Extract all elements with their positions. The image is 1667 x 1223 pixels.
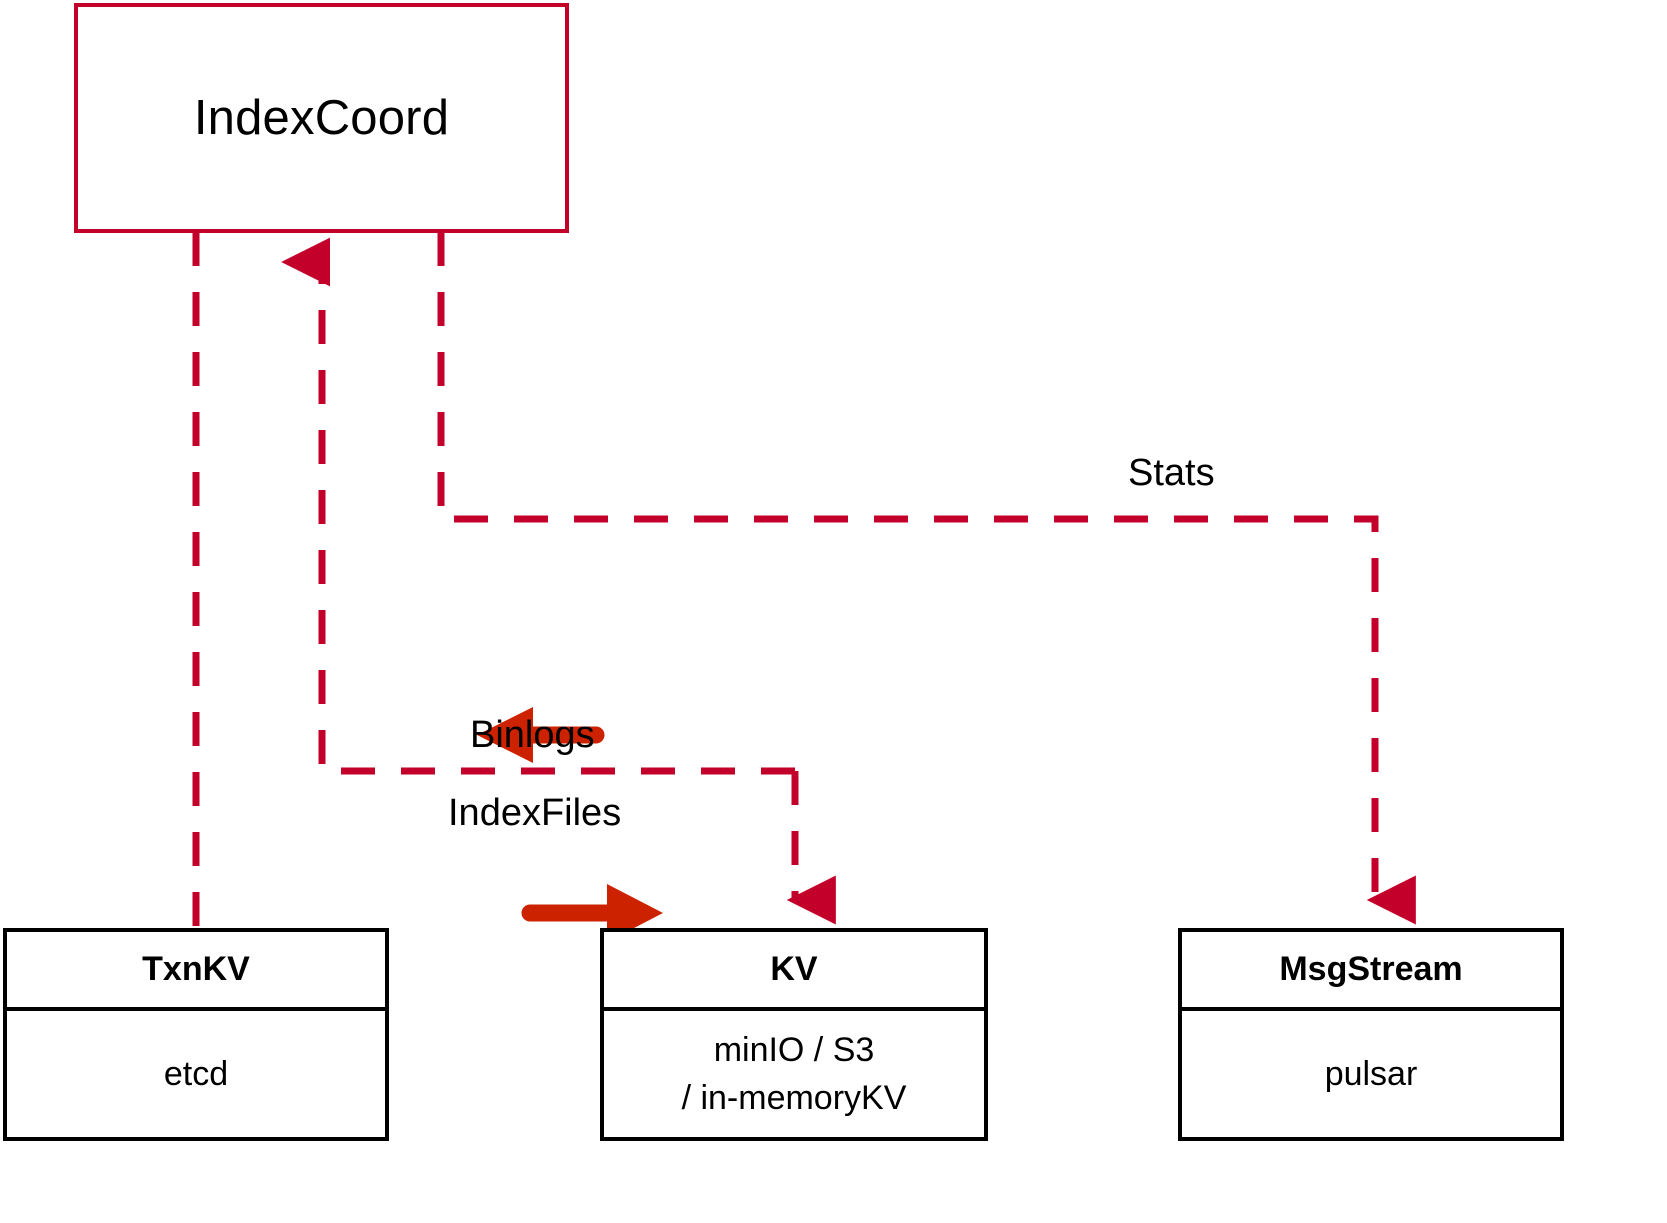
node-txnkv-body-line: etcd [163,1054,229,1093]
edge-label-binlogs: Binlogs [470,714,595,756]
edge-label-indexfiles: IndexFiles [448,792,622,834]
edge-label-stats: Stats [1128,452,1215,494]
node-kv-body-line-2: / in-memoryKV [681,1079,907,1117]
node-kv-body: minIO / S3 / in-memoryKV [604,1011,984,1137]
node-txnkv-header: TxnKV [7,932,385,1011]
node-msgstream-header: MsgStream [1182,932,1560,1011]
node-msgstream-body-line: pulsar [1324,1054,1418,1093]
node-msgstream[interactable]: MsgStream pulsar [1178,928,1564,1141]
node-msgstream-body: pulsar [1182,1011,1560,1137]
edge-kv-indexcoord [281,237,795,775]
indexfiles-arrow-icon [521,884,663,942]
node-txnkv[interactable]: TxnKV etcd [3,928,389,1141]
binlogs-arrow-icon [477,707,605,763]
node-kv-header: KV [604,932,984,1011]
node-kv[interactable]: KV minIO / S3 / in-memoryKV [600,928,988,1141]
node-kv-body-line-1: minIO / S3 [713,1030,875,1069]
edge-indexcoord-msgstream [437,232,1416,925]
node-indexcoord[interactable]: IndexCoord [74,3,569,233]
node-txnkv-body: etcd [7,1011,385,1137]
node-indexcoord-label: IndexCoord [193,91,450,145]
